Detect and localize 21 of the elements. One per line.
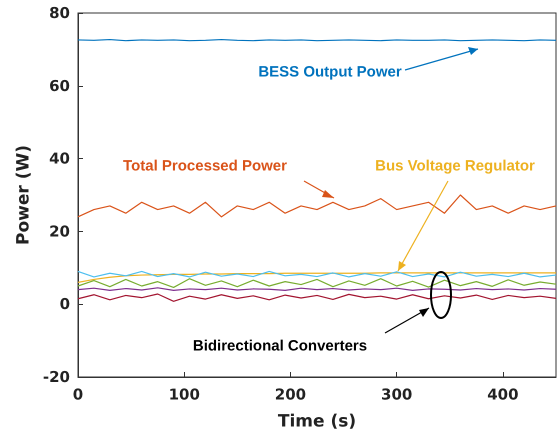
y-tick-label: 60 — [49, 76, 70, 95]
y-axis-title: Power (W) — [14, 145, 34, 245]
x-tick-label: 200 — [274, 386, 306, 404]
y-tick-label: 0 — [60, 295, 70, 314]
x-tick-label: 0 — [72, 386, 84, 404]
y-tick-label: 40 — [49, 150, 70, 168]
y-tick-label: 20 — [49, 222, 70, 240]
text: Bus Voltage Regulator — [375, 158, 536, 174]
x-tick-label: 100 — [168, 386, 200, 404]
y-tick-label: -20 — [42, 368, 70, 386]
x-tick-label: 400 — [487, 386, 519, 404]
y-tick-label: 80 — [49, 4, 70, 22]
line-series — [77, 194, 557, 218]
annotation: Bidirectional Converters — [192, 338, 368, 354]
line-series — [77, 293, 557, 302]
line-series — [77, 278, 557, 288]
x-tick-label: 300 — [381, 386, 412, 404]
series-label: BESS Output Power — [258, 64, 402, 80]
line-series — [77, 272, 557, 283]
text: Total Processed Power — [123, 158, 288, 174]
x-axis-title: Time (s) — [278, 412, 356, 432]
